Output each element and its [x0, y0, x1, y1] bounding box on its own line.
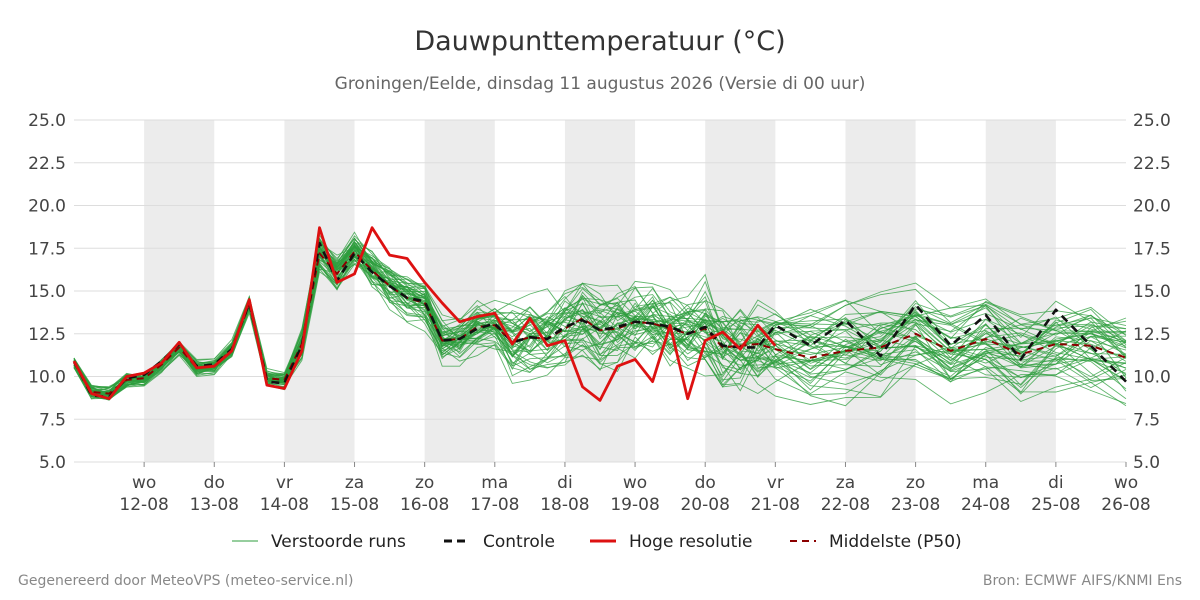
- x-tick-day: za: [345, 473, 364, 493]
- x-tick-day: vr: [767, 473, 784, 493]
- x-tick-day: di: [1048, 473, 1064, 493]
- y-axis-ticks: 5.0 5.0 7.5 7.5 10.0 10.0 12.5 12.5 15.0 15.0 17.5…: [28, 111, 1171, 473]
- x-tick-day: zo: [906, 473, 925, 493]
- x-tick-date: 21-08: [751, 495, 800, 515]
- x-tick-date: 14-08: [260, 495, 309, 515]
- ensemble-run-line: [73, 245, 1127, 392]
- legend-label-ensemble: Verstoorde runs: [271, 532, 406, 552]
- y-tick-label-right: 25.0: [1133, 111, 1171, 131]
- y-tick-label-left: 7.5: [39, 410, 66, 430]
- x-tick-day: do: [695, 473, 716, 493]
- x-tick-date: 26-08: [1101, 495, 1150, 515]
- chart-subtitle: Groningen/Eelde, dinsdag 11 augustus 202…: [335, 74, 866, 94]
- x-tick-date: 15-08: [330, 495, 379, 515]
- legend: Verstoorde runs Controle Hoge resolutie …: [232, 532, 962, 552]
- y-tick-label-right: 10.0: [1133, 368, 1171, 388]
- y-tick-label-right: 5.0: [1133, 453, 1160, 473]
- y-tick-label-left: 20.0: [28, 197, 66, 217]
- x-tick-date: 12-08: [119, 495, 168, 515]
- legend-label-hires: Hoge resolutie: [629, 532, 753, 552]
- x-tick-date: 25-08: [1031, 495, 1080, 515]
- y-tick-label-right: 17.5: [1133, 239, 1171, 259]
- ensemble-run-line: [73, 237, 1127, 397]
- x-tick-day: wo: [623, 473, 647, 493]
- x-tick-day: ma: [972, 473, 999, 493]
- x-tick-day: wo: [132, 473, 156, 493]
- x-tick-date: 13-08: [190, 495, 239, 515]
- y-tick-label-left: 5.0: [39, 453, 66, 473]
- ensemble-run-line: [73, 245, 1127, 400]
- x-tick-date: 19-08: [610, 495, 659, 515]
- x-tick-date: 17-08: [470, 495, 519, 515]
- x-tick-day: di: [557, 473, 573, 493]
- hires-line: [72, 226, 777, 402]
- x-tick-day: zo: [415, 473, 434, 493]
- footer-generated-by: Gegenereerd door MeteoVPS (meteo-service…: [18, 573, 353, 589]
- x-tick-date: 22-08: [821, 495, 870, 515]
- x-tick-date: 16-08: [400, 495, 449, 515]
- main-series: [72, 226, 1127, 402]
- ensemble-run-line: [73, 241, 1127, 399]
- footer-source: Bron: ECMWF AIFS/KNMI Ens: [983, 573, 1182, 589]
- y-tick-label-right: 22.5: [1133, 154, 1171, 174]
- x-tick-day: ma: [481, 473, 508, 493]
- y-tick-label-right: 15.0: [1133, 282, 1171, 302]
- legend-label-control: Controle: [483, 532, 555, 552]
- x-tick-day: wo: [1114, 473, 1138, 493]
- y-tick-label-left: 22.5: [28, 154, 66, 174]
- ensemble-run-line: [73, 252, 1127, 399]
- x-axis-ticks: wo12-08do13-08vr14-08za15-08zo16-08ma17-…: [119, 462, 1151, 515]
- x-tick-date: 23-08: [891, 495, 940, 515]
- y-tick-label-right: 7.5: [1133, 410, 1160, 430]
- y-tick-label-right: 20.0: [1133, 197, 1171, 217]
- x-tick-day: vr: [276, 473, 293, 493]
- y-tick-label-left: 12.5: [28, 325, 66, 345]
- y-tick-label-left: 15.0: [28, 282, 66, 302]
- x-tick-day: za: [836, 473, 855, 493]
- y-tick-label-left: 17.5: [28, 239, 66, 259]
- y-tick-label-right: 12.5: [1133, 325, 1171, 345]
- y-tick-label-left: 25.0: [28, 111, 66, 131]
- ensemble-run-line: [73, 237, 1127, 389]
- legend-label-median: Middelste (P50): [829, 532, 962, 552]
- chart-title: Dauwpunttemperatuur (°C): [414, 26, 785, 57]
- x-tick-date: 24-08: [961, 495, 1010, 515]
- x-tick-day: do: [204, 473, 225, 493]
- x-tick-date: 20-08: [680, 495, 729, 515]
- x-tick-date: 18-08: [540, 495, 589, 515]
- y-tick-label-left: 10.0: [28, 368, 66, 388]
